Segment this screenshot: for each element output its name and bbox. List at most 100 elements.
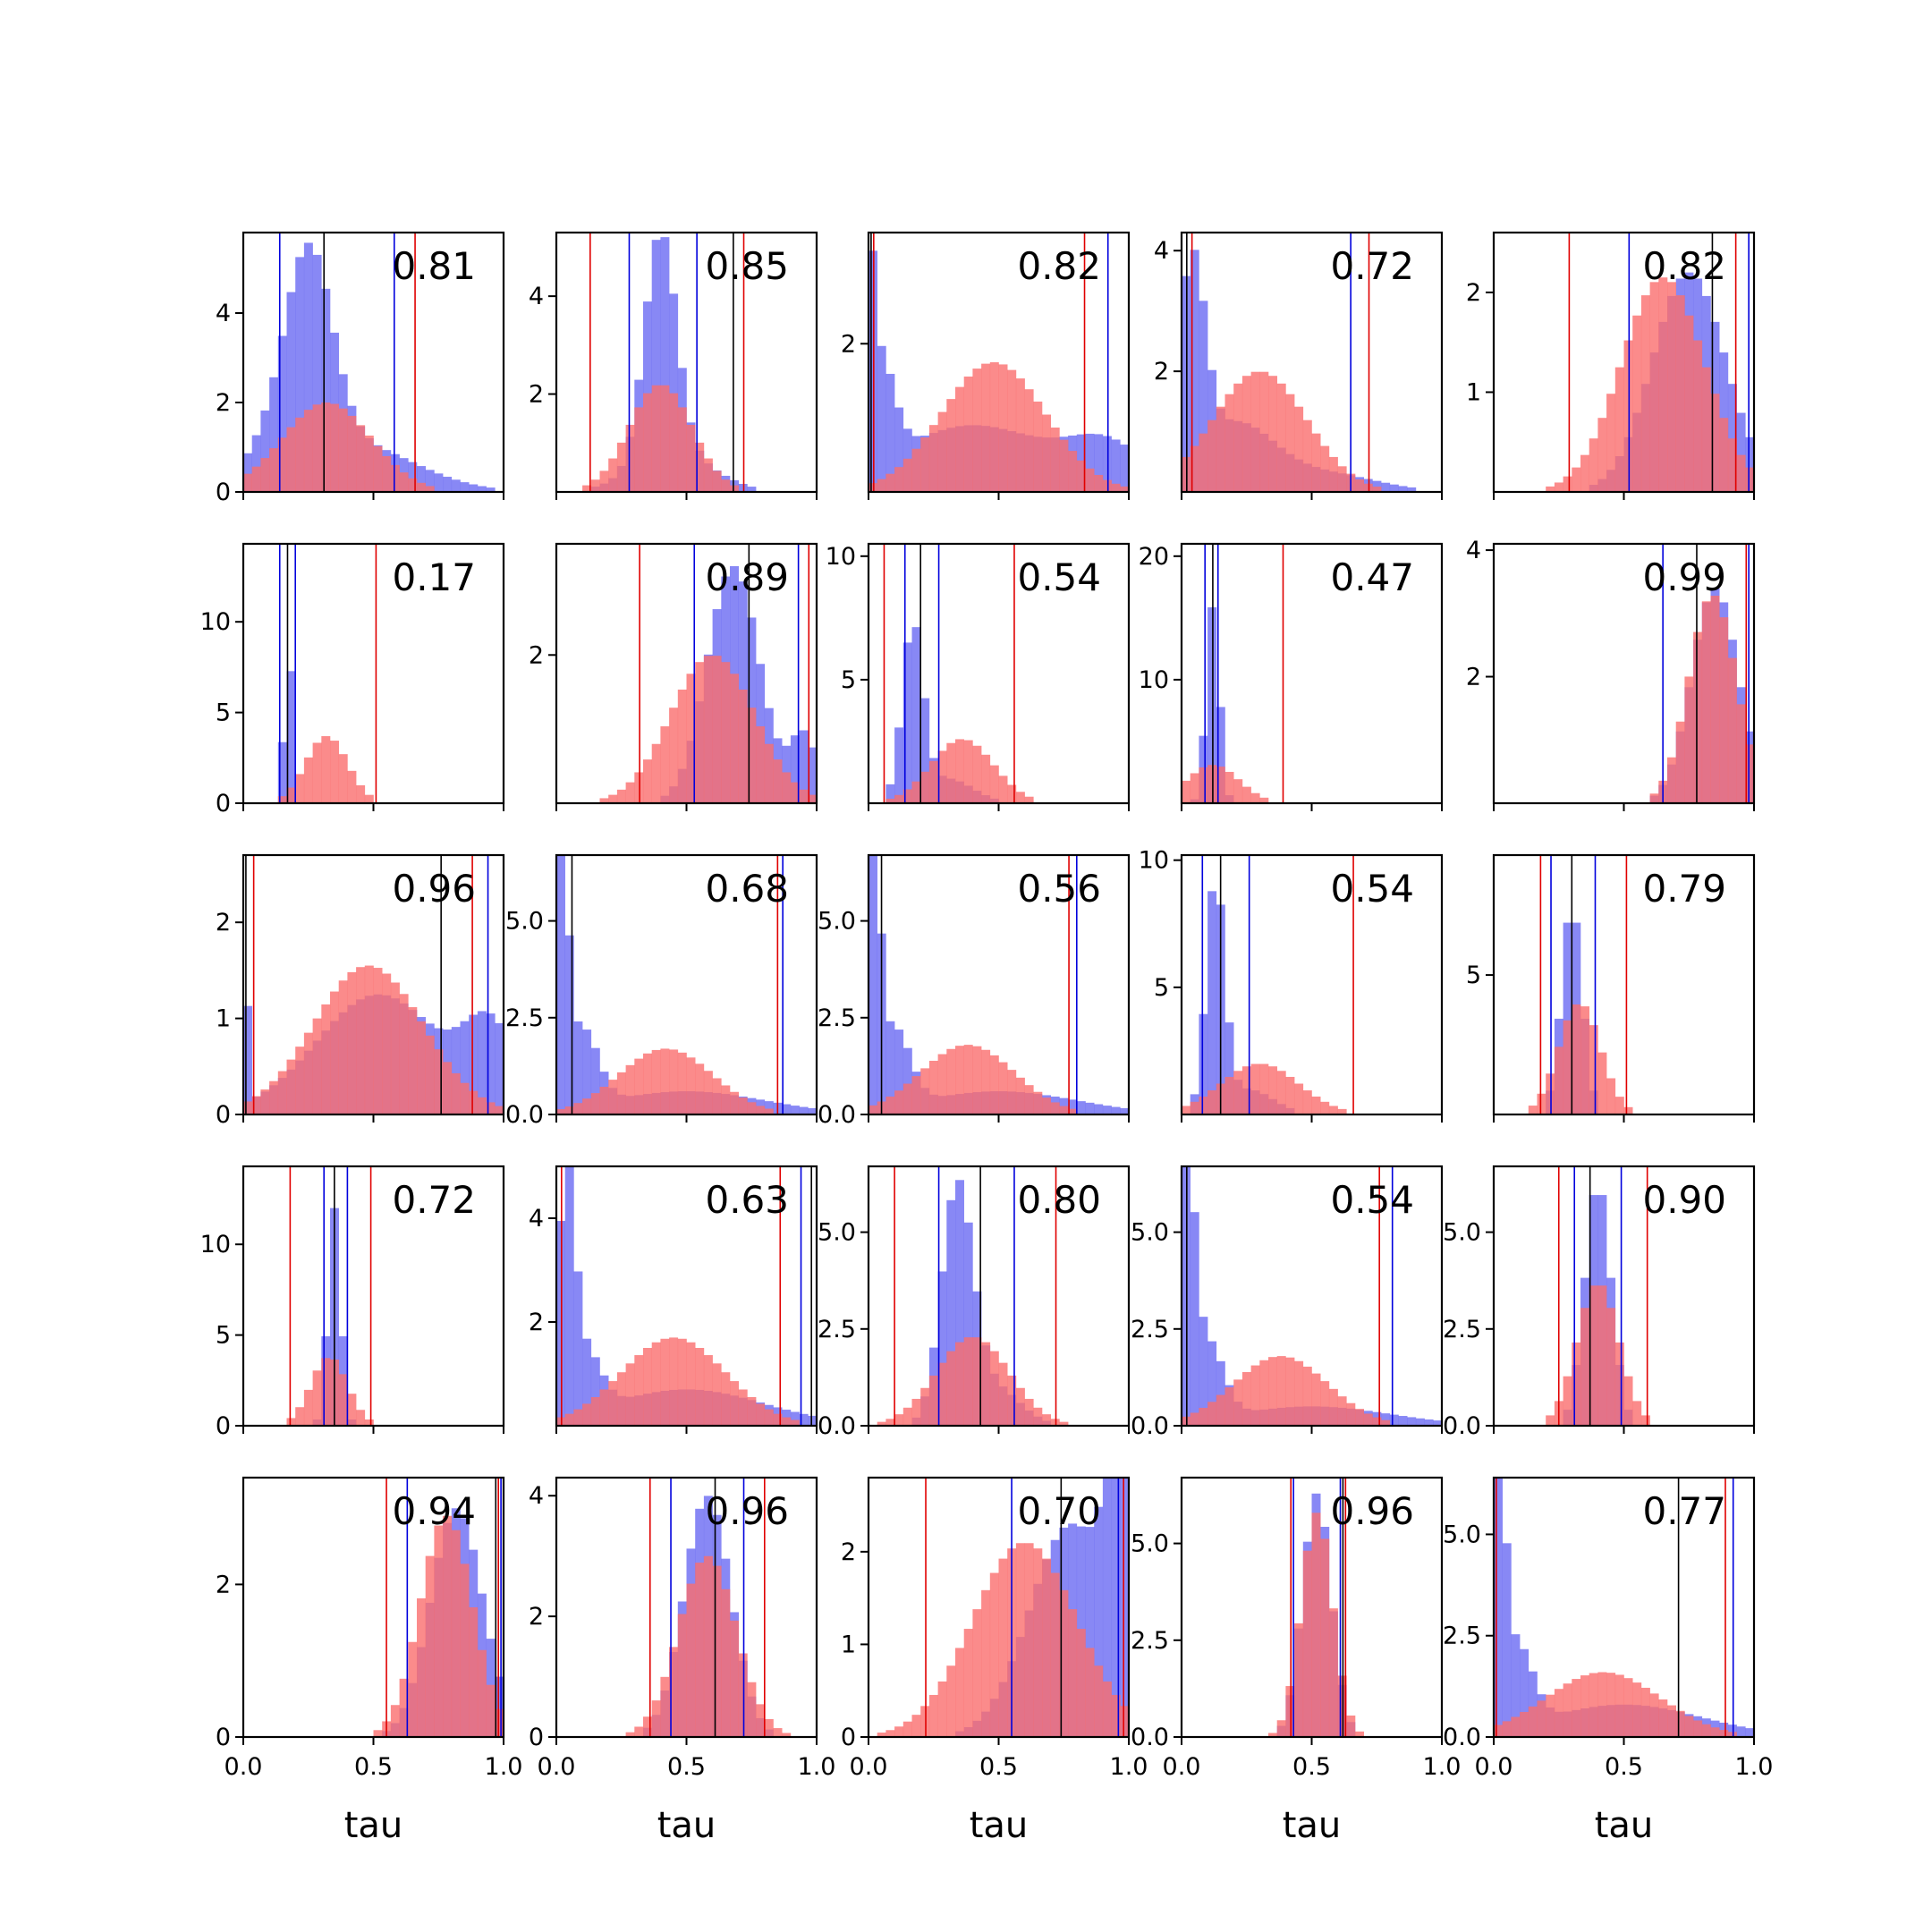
red-bar <box>998 1362 1008 1426</box>
panel-value-label: 0.96 <box>705 1489 789 1533</box>
red-bar <box>1701 601 1711 803</box>
y-tick-label: 0 <box>529 1724 544 1751</box>
panel-3-1: 0 1 2 0.96 <box>216 853 505 1129</box>
red-bar <box>1190 1101 1199 1114</box>
red-bar <box>1285 1357 1295 1426</box>
red-bar <box>643 1053 652 1114</box>
y-tick-label: 2 <box>216 909 231 936</box>
red-bar <box>1494 1724 1503 1737</box>
red-bar <box>1572 1342 1581 1426</box>
red-bar <box>1199 433 1208 492</box>
red-bar <box>1320 1101 1330 1114</box>
y-tick-label: 2.5 <box>1443 1623 1481 1650</box>
red-bar <box>1199 767 1208 803</box>
red-bar <box>408 1007 418 1114</box>
red-bar <box>277 437 287 492</box>
blue-bar <box>894 1030 904 1114</box>
red-bar <box>756 1106 766 1114</box>
red-bar <box>321 736 331 803</box>
red-bar <box>669 393 679 492</box>
red-bar <box>390 1705 400 1737</box>
blue-bar <box>1094 1104 1104 1114</box>
blue-bar <box>582 1338 592 1426</box>
red-bar <box>1693 1720 1703 1737</box>
y-tick-label: 5.0 <box>1443 1219 1481 1247</box>
red-bar <box>747 708 757 803</box>
blue-bar <box>556 855 565 1114</box>
red-bar <box>1007 1070 1017 1114</box>
red-bar <box>695 1563 705 1737</box>
red-bar <box>989 1572 999 1737</box>
red-bar <box>1658 277 1668 492</box>
red-bar <box>1563 1020 1572 1114</box>
red-bar <box>1640 1415 1650 1426</box>
red-bar <box>677 1052 687 1114</box>
red-bar <box>937 1054 947 1114</box>
red-bar <box>1311 1096 1321 1114</box>
red-bar <box>981 754 991 803</box>
red-bar <box>303 410 313 492</box>
red-bar <box>677 407 687 492</box>
red-bar <box>347 1394 357 1426</box>
panel-value-label: 0.82 <box>1017 244 1101 288</box>
red-bar <box>582 1098 592 1114</box>
red-bar <box>1727 1732 1737 1737</box>
red-bar <box>1606 1308 1616 1426</box>
panel-4-1: 0 5 10 0.72 <box>200 1165 505 1440</box>
red-bar <box>1649 1693 1659 1737</box>
blue-bar <box>920 698 930 803</box>
red-bar <box>451 1530 461 1737</box>
red-bar <box>981 1049 991 1114</box>
red-histogram <box>582 385 739 492</box>
blue-bar <box>799 1413 809 1426</box>
red-bar <box>928 1375 938 1426</box>
red-bar <box>1068 1609 1078 1737</box>
y-tick-label: 10 <box>1139 847 1169 875</box>
red-bar <box>651 385 661 492</box>
x-tick-label: 0.5 <box>1292 1753 1331 1781</box>
y-tick-label: 0.0 <box>818 1101 856 1129</box>
red-bar <box>616 1072 626 1114</box>
y-tick-label: 1 <box>216 1005 231 1033</box>
red-bar <box>782 1417 792 1426</box>
red-bar <box>1580 1675 1589 1737</box>
panel-value-label: 0.17 <box>392 555 476 599</box>
red-bar <box>277 796 287 803</box>
y-tick-label: 20 <box>1139 543 1169 571</box>
red-bar <box>894 467 904 492</box>
red-bar <box>989 765 999 803</box>
red-bar <box>894 794 904 803</box>
panel-3-5: 50.79 <box>1466 853 1756 1123</box>
red-bar <box>721 1085 731 1114</box>
red-bar <box>1606 1673 1616 1737</box>
red-bar <box>1328 1388 1338 1426</box>
red-bar <box>590 1093 600 1114</box>
blue-bar <box>1736 412 1746 492</box>
red-bar <box>1675 721 1685 803</box>
red-bar <box>1015 1543 1025 1737</box>
red-bar <box>669 1049 679 1114</box>
blue-bar <box>1199 1317 1208 1426</box>
y-tick-label: 2 <box>216 1571 231 1598</box>
red-bar <box>730 485 739 492</box>
red-bar <box>625 782 635 803</box>
red-bar <box>1199 1407 1208 1426</box>
red-bar <box>1059 1421 1069 1426</box>
blue-bar <box>946 1199 956 1426</box>
blue-bar <box>1502 1543 1512 1737</box>
red-bar <box>1649 282 1659 492</box>
panel-value-label: 0.54 <box>1017 555 1101 599</box>
panel-3-3: 0.0 2.5 5.0 0.56 <box>818 853 1131 1129</box>
red-bar <box>616 789 626 803</box>
red-bar <box>747 1102 757 1114</box>
red-bar <box>1684 676 1694 803</box>
red-bar <box>1302 1090 1312 1114</box>
blue-bar <box>425 470 435 492</box>
y-tick-label: 2 <box>529 1309 544 1336</box>
y-tick-label: 5 <box>841 666 856 694</box>
blue-bar <box>1216 1360 1225 1426</box>
blue-bar <box>1528 1671 1538 1737</box>
red-bar <box>321 402 331 492</box>
red-bar <box>920 437 930 492</box>
red-bar <box>1632 1401 1642 1426</box>
